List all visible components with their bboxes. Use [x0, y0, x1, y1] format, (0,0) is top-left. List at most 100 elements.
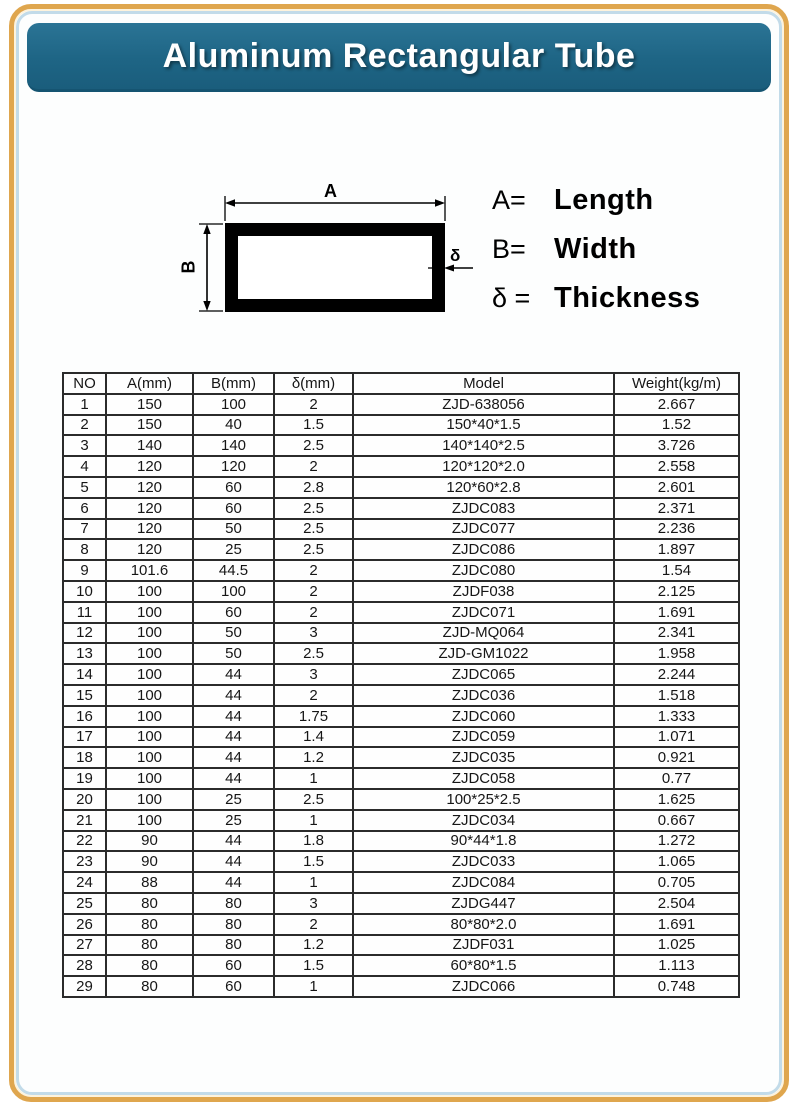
table-cell: ZJDC035	[352, 746, 615, 770]
table-cell: 28	[62, 954, 107, 978]
table-cell: 2	[273, 455, 354, 478]
table-cell: 2.8	[273, 475, 354, 499]
table-cell: 2.504	[613, 891, 740, 915]
table-cell: 0.921	[613, 746, 740, 770]
table-cell: 2	[273, 600, 354, 624]
table-cell: 1.065	[613, 850, 740, 874]
legend-row-a: A= Length	[492, 184, 752, 217]
table-cell: 5	[62, 475, 107, 499]
table-cell: 0.705	[613, 871, 740, 894]
table-cell: 1.691	[613, 912, 740, 936]
table-row: 24 88 44 1 ZJDC084 0.705	[62, 871, 740, 894]
table-cell: 2.5	[273, 787, 354, 811]
table-cell: 13	[62, 642, 107, 666]
table-cell: 1.52	[613, 413, 740, 437]
table-row: 7 120 50 2.5 ZJDC077 2.236	[62, 517, 740, 541]
table-cell: 1.5	[273, 954, 354, 978]
table-row: 19 100 44 1 ZJDC058 0.77	[62, 767, 740, 790]
table-cell: 120	[105, 517, 194, 541]
table-cell: 100	[105, 725, 194, 749]
table-cell: 50	[192, 642, 275, 666]
table-cell: 60	[192, 600, 275, 624]
table-cell: ZJDC084	[352, 871, 615, 894]
table-cell: 100	[192, 579, 275, 603]
table-cell: ZJDF031	[352, 933, 615, 957]
table-cell: 2.125	[613, 579, 740, 603]
table-cell: 2	[273, 683, 354, 707]
table-cell: ZJDC065	[352, 663, 615, 686]
table-row: 20 100 25 2.5 100*25*2.5 1.625	[62, 787, 740, 811]
table-cell: 1	[273, 808, 354, 832]
legend-symbol-a: A=	[492, 185, 526, 215]
table-cell: 17	[62, 725, 107, 749]
table-cell: 100	[105, 600, 194, 624]
table-row: 21 100 25 1 ZJDC034 0.667	[62, 808, 740, 832]
table-cell: 80	[105, 975, 194, 998]
table-cell: 2.236	[613, 517, 740, 541]
table-row: 6 120 60 2.5 ZJDC083 2.371	[62, 496, 740, 520]
table-cell: 100	[105, 663, 194, 686]
table-cell: 2.5	[273, 517, 354, 541]
table-row: 29 80 60 1 ZJDC066 0.748	[62, 975, 740, 998]
table-cell: 120	[105, 475, 194, 499]
table-cell: ZJDC034	[352, 808, 615, 832]
table-cell: 24	[62, 871, 107, 894]
table-cell: 100	[105, 787, 194, 811]
table-cell: ZJDC033	[352, 850, 615, 874]
table-row: 25 80 80 3 ZJDG447 2.504	[62, 891, 740, 915]
table-cell: 2.558	[613, 455, 740, 478]
table-cell: 44	[192, 746, 275, 770]
table-cell: 44	[192, 850, 275, 874]
table-cell: 2	[273, 579, 354, 603]
table-cell: 25	[62, 891, 107, 915]
column-header: Weight(kg/m)	[613, 372, 740, 395]
table-cell: 22	[62, 829, 107, 853]
table-cell: 40	[192, 413, 275, 437]
table-cell: 100	[105, 767, 194, 790]
table-cell: 2	[273, 559, 354, 582]
table-cell: ZJDC077	[352, 517, 615, 541]
table-cell: 44	[192, 829, 275, 853]
table-cell: ZJDF038	[352, 579, 615, 603]
table-cell: 1.113	[613, 954, 740, 978]
table-cell: 26	[62, 912, 107, 936]
table-cell: ZJDC036	[352, 683, 615, 707]
table-cell: 44	[192, 871, 275, 894]
table-cell: 100	[105, 642, 194, 666]
table-cell: 1.75	[273, 704, 354, 728]
dim-label-delta: δ	[450, 246, 461, 265]
table-cell: 0.667	[613, 808, 740, 832]
column-header: δ(mm)	[273, 372, 354, 395]
table-cell: 44	[192, 663, 275, 686]
table-cell: 2.667	[613, 392, 740, 416]
table-cell: 140	[105, 434, 194, 458]
table-cell: 120*120*2.0	[352, 455, 615, 478]
table-row: 1 150 100 2 ZJD-638056 2.667	[62, 392, 740, 416]
table-row: 23 90 44 1.5 ZJDC033 1.065	[62, 850, 740, 874]
table-row: 10 100 100 2 ZJDF038 2.125	[62, 579, 740, 603]
table-cell: 100	[192, 392, 275, 416]
table-cell: 27	[62, 933, 107, 957]
table-cell: 150	[105, 392, 194, 416]
table-header-row: NO A(mm) B(mm) δ(mm) Model Weight(kg/m)	[62, 372, 740, 395]
table-cell: 19	[62, 767, 107, 790]
dim-label-b: B	[178, 260, 199, 274]
table-cell: 50	[192, 621, 275, 645]
table-cell: 90	[105, 829, 194, 853]
table-cell: 1.8	[273, 829, 354, 853]
table-cell: 120*60*2.8	[352, 475, 615, 499]
table-row: 8 120 25 2.5 ZJDC086 1.897	[62, 538, 740, 562]
table-cell: 120	[105, 496, 194, 520]
table-row: 3 140 140 2.5 140*140*2.5 3.726	[62, 434, 740, 458]
table-cell: 44	[192, 725, 275, 749]
table-cell: 2.371	[613, 496, 740, 520]
table-cell: 6	[62, 496, 107, 520]
table-cell: 1.4	[273, 725, 354, 749]
table-row: 28 80 60 1.5 60*80*1.5 1.113	[62, 954, 740, 978]
table-cell: 2.341	[613, 621, 740, 645]
table-cell: ZJD-GM1022	[352, 642, 615, 666]
table-cell: 60*80*1.5	[352, 954, 615, 978]
column-header: NO	[62, 372, 107, 395]
table-cell: 100	[105, 704, 194, 728]
table-row: 16 100 44 1.75 ZJDC060 1.333	[62, 704, 740, 728]
